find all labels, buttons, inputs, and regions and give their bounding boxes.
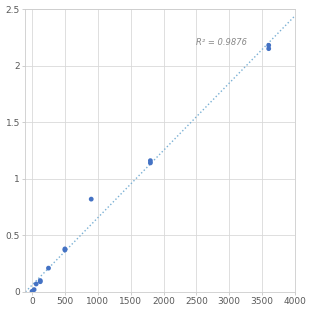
Point (266, 46, 271, 51)
Point (148, 160, 153, 165)
Point (32, 287, 37, 292)
Point (148, 158, 153, 163)
Point (30, 289, 35, 294)
Point (266, 43, 271, 48)
Point (38, 279, 43, 284)
Point (34, 281, 39, 286)
Point (46, 266, 51, 271)
Text: R² = 0.9876: R² = 0.9876 (196, 38, 247, 47)
Point (38, 278, 43, 283)
Point (62, 247, 67, 252)
Point (89, 197, 94, 202)
Point (62, 246, 67, 251)
